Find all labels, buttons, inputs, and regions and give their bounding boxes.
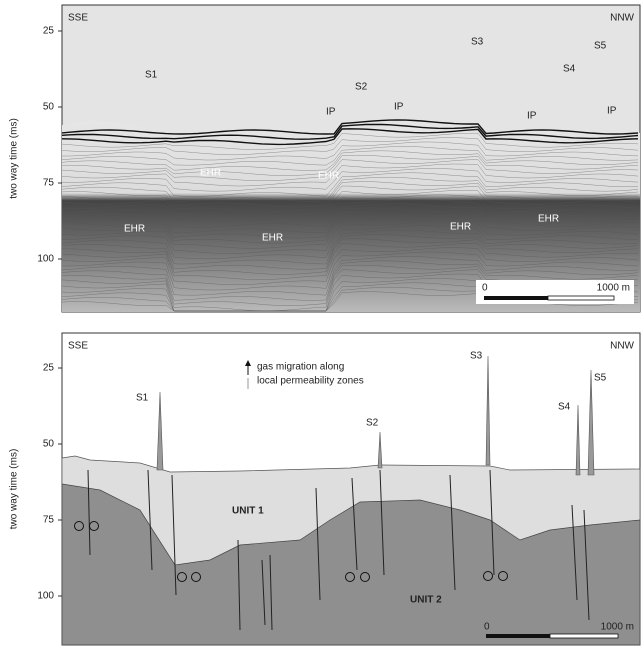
scale-bar (484, 296, 548, 300)
source-label: S5 (594, 41, 607, 52)
interpretation-panel: SSE NNW gas migration along local permea… (9, 333, 640, 645)
scale-label: 1000 m (597, 283, 630, 294)
scale-bar (486, 634, 550, 638)
ehr-label: EHR (318, 171, 339, 182)
unit-label: UNIT 1 (232, 506, 264, 517)
y-axis-label: two way time (ms) (9, 118, 20, 199)
y-axis-label: two way time (ms) (9, 449, 20, 530)
direction-label: NNW (610, 341, 634, 352)
source-label: S3 (470, 351, 483, 362)
ehr-label: EHR (450, 222, 471, 233)
source-label: S2 (366, 418, 379, 429)
direction-label: SSE (68, 341, 88, 352)
y-tick-label: 75 (43, 515, 55, 526)
source-label: S4 (558, 402, 571, 413)
ip-label: IP (527, 111, 537, 122)
scale-bar (550, 634, 618, 638)
scale-label: 1000 m (601, 622, 634, 633)
y-tick-label: 25 (43, 363, 55, 374)
figure: SSE NNW S1 S2 S3 S4 S5 IP IP IP IP EHR E… (0, 0, 644, 649)
scale-label: 0 (484, 622, 490, 633)
y-tick-label: 50 (43, 102, 55, 113)
y-tick-label: 50 (43, 439, 55, 450)
legend-text: local permeability zones (257, 376, 364, 387)
ehr-label: EHR (262, 233, 283, 244)
y-tick-label: 25 (43, 26, 55, 37)
source-label: S1 (136, 393, 149, 404)
direction-label: SSE (68, 13, 88, 24)
unit-label: UNIT 2 (410, 595, 442, 606)
source-label: S5 (594, 373, 607, 384)
scale-bar (548, 296, 614, 300)
ip-label: IP (326, 107, 336, 118)
y-tick-label: 100 (37, 254, 54, 265)
ehr-label: EHR (538, 214, 559, 225)
direction-label: NNW (610, 13, 634, 24)
y-tick-label: 100 (37, 591, 54, 602)
ehr-label: EHR (200, 168, 221, 179)
source-label: S4 (563, 64, 576, 75)
source-label: S2 (355, 82, 368, 93)
scale-label: 0 (482, 283, 488, 294)
ehr-label: EHR (124, 224, 145, 235)
seismic-panel: SSE NNW S1 S2 S3 S4 S5 IP IP IP IP EHR E… (9, 5, 640, 312)
source-label: S1 (145, 70, 158, 81)
source-label: S3 (471, 37, 484, 48)
legend-text: gas migration along (257, 362, 344, 373)
ip-label: IP (394, 102, 404, 113)
y-tick-label: 75 (43, 178, 55, 189)
ip-label: IP (607, 106, 617, 117)
